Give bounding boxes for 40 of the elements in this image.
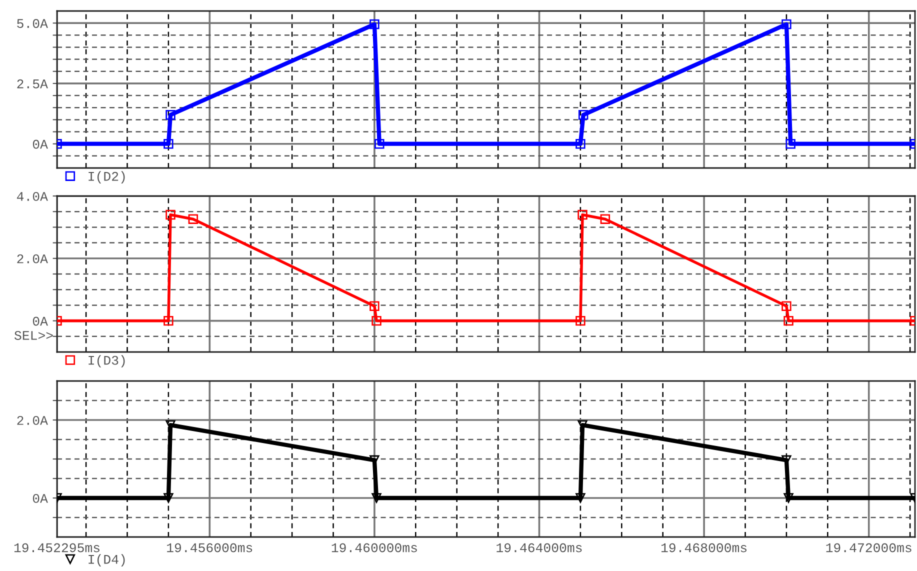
point [784, 316, 794, 326]
x-tick-label: 19.464000ms [496, 543, 582, 552]
point [786, 138, 796, 149]
point [166, 210, 176, 220]
x-tick-label: 19.460000ms [332, 543, 417, 552]
point [784, 493, 794, 503]
x-tick-label: 19.456000ms [167, 543, 252, 552]
point [782, 301, 792, 311]
y-tick-label: 0A [32, 316, 48, 326]
point [164, 138, 174, 149]
y-tick-label: 2.0A [17, 254, 48, 264]
point [370, 301, 380, 311]
point [164, 316, 174, 326]
point [372, 316, 382, 326]
y-tick-label: 5.0A [17, 19, 48, 28]
legend-label: I(D3) [88, 355, 125, 368]
y-tick-label: 0A [32, 494, 48, 503]
point [372, 493, 382, 503]
point [374, 138, 384, 149]
x-tick-label: 19.452295ms [14, 543, 100, 552]
point [166, 110, 176, 120]
y-tick-label: 2.0A [17, 416, 48, 425]
point [188, 214, 198, 224]
point [576, 316, 586, 326]
legend-label: I(D2) [88, 171, 125, 184]
point [576, 493, 586, 503]
point [370, 19, 380, 30]
y-tick-label: 4.0A [16, 192, 48, 201]
y-tick-label: 0A [32, 140, 48, 149]
x-tick-label: 19.472000ms [826, 543, 912, 552]
y-tick-label: 2.5A [17, 79, 48, 88]
point [600, 214, 610, 224]
point [164, 493, 174, 503]
text: SEL>> [14, 330, 53, 340]
legend-label: I(D4) [88, 554, 125, 566]
point [782, 19, 792, 30]
point [576, 138, 586, 149]
point [578, 210, 588, 220]
x-tick-label: 19.468000ms [661, 543, 747, 552]
point [578, 110, 588, 120]
